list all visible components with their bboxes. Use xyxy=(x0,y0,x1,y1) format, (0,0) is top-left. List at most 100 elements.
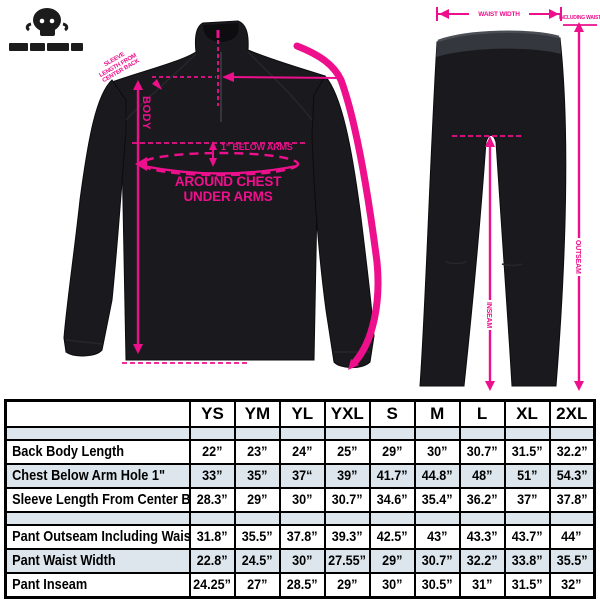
size-chart-table: YS YM YL YXL S M L XL 2XL Back Body Length 22” 23” 2… xyxy=(4,399,596,599)
size-value: 22” xyxy=(189,439,236,465)
spacer-cell xyxy=(4,426,191,441)
size-value: 31” xyxy=(458,572,506,599)
inseam-label: INSEAM xyxy=(485,300,492,331)
outseam-arrow-down xyxy=(574,381,584,391)
size-column-header: S xyxy=(368,399,416,428)
chest-ellipse-arrowhead xyxy=(135,157,147,171)
size-value: 30” xyxy=(368,572,416,599)
size-value: 51” xyxy=(503,463,551,489)
size-value: 22.8” xyxy=(189,548,236,574)
spacer-cell xyxy=(323,426,371,441)
size-value: 39.3” xyxy=(323,524,371,550)
inseam-arrow-up xyxy=(485,136,495,147)
size-value: 30.7” xyxy=(323,487,371,513)
size-value: 32.2” xyxy=(458,548,506,574)
size-value: 33.8” xyxy=(503,548,551,574)
spacer-cell xyxy=(368,426,416,441)
spacer-row xyxy=(4,511,596,526)
size-value: 39” xyxy=(323,463,371,489)
waist-width-label: WAIST WIDTH xyxy=(469,10,529,21)
around-chest-line2: UNDER ARMS xyxy=(183,188,273,204)
jacket-right-sleeve xyxy=(311,75,375,369)
skull-flair xyxy=(25,22,69,32)
spacer-cell xyxy=(413,511,461,526)
body-length-arrow-down xyxy=(133,344,143,354)
brand-logo xyxy=(9,8,83,51)
table-row: Pant Inseam 24.25” 27” 28.5” 29” 30” 30.5” 31” 3… xyxy=(4,572,596,599)
inseam-arrow-down xyxy=(485,381,495,391)
around-chest-label: AROUND CHEST UNDER ARMS xyxy=(155,175,301,203)
size-value: 29” xyxy=(323,572,371,599)
spacer-cell xyxy=(233,426,281,441)
below-arms-arrow-down xyxy=(209,158,217,167)
size-value: 43.7” xyxy=(503,524,551,550)
outseam-label: OUTSEAM xyxy=(574,238,581,276)
size-value: 37” xyxy=(503,487,551,513)
size-column-header: YS xyxy=(189,399,236,428)
size-value: 37“ xyxy=(278,463,326,489)
sleeve-to-center-arrowhead xyxy=(222,72,234,82)
spacer-cell xyxy=(413,426,461,441)
size-value: 24.25” xyxy=(189,572,236,599)
size-value: 30” xyxy=(278,487,326,513)
table-row: Pant Outseam Including Waist 31.8” 35.5” 37… xyxy=(4,524,596,550)
size-value: 29” xyxy=(233,487,281,513)
spacer-cell xyxy=(278,426,326,441)
outseam-arrow-up xyxy=(574,22,584,32)
row-label: Pant Outseam Including Waist xyxy=(4,524,191,550)
row-label: Chest Below Arm Hole 1" xyxy=(4,463,191,489)
size-value: 27.55” xyxy=(323,548,371,574)
size-value: 35.4” xyxy=(413,487,461,513)
skull-eye-left xyxy=(39,18,45,24)
spacer-cell xyxy=(189,426,236,441)
size-value: 42.5” xyxy=(368,524,416,550)
size-column-header: YXL xyxy=(323,399,371,428)
below-arms-label: 1” BELOW ARMS xyxy=(221,142,293,152)
size-value: 43” xyxy=(413,524,461,550)
size-value: 30.7” xyxy=(413,548,461,574)
sleeve-length-arrowhead xyxy=(348,359,359,370)
size-column-header: YM xyxy=(233,399,281,428)
jacket-body xyxy=(111,20,326,361)
brand-wordmark xyxy=(9,43,83,51)
size-value: 30” xyxy=(278,548,326,574)
spacer-cell xyxy=(368,511,416,526)
waist-width-arrow-right xyxy=(549,9,559,19)
skull-icon xyxy=(33,8,61,32)
size-value: 23” xyxy=(233,439,281,465)
size-value: 30.7” xyxy=(458,439,506,465)
size-value: 35.5” xyxy=(548,548,596,574)
spacer-cell xyxy=(503,511,551,526)
table-row: Pant Waist Width 22.8” 24.5” 30” 27.55” 29” 30… xyxy=(4,548,596,574)
size-value: 35.5” xyxy=(233,524,281,550)
size-value: 31.5” xyxy=(503,439,551,465)
size-value: 37.8” xyxy=(548,487,596,513)
chest-ellipse-dashed xyxy=(140,151,300,177)
size-column-header: XL xyxy=(503,399,551,428)
spacer-cell xyxy=(4,511,191,526)
skull-eye-right xyxy=(49,18,55,24)
corner-cell xyxy=(4,399,191,428)
size-value: 27” xyxy=(233,572,281,599)
pants-body xyxy=(419,32,567,387)
sleeve-note-arrowhead xyxy=(152,79,162,90)
size-value: 24.5” xyxy=(233,548,281,574)
spacer-cell xyxy=(548,511,596,526)
table-row: Sleeve Length From Center Back28.3”29”30… xyxy=(4,487,596,513)
size-value: 34.6” xyxy=(368,487,416,513)
size-value: 48” xyxy=(458,463,506,489)
size-value: 31.5” xyxy=(503,572,551,599)
size-value: 29” xyxy=(368,439,416,465)
waist-width-arrow-left xyxy=(439,9,449,19)
spacer-cell xyxy=(323,511,371,526)
size-value: 37.8” xyxy=(278,524,326,550)
body-length-label: BODY xyxy=(140,96,152,130)
size-column-header: 2XL xyxy=(548,399,596,428)
size-value: 31.8” xyxy=(189,524,236,550)
jacket-graphic xyxy=(63,20,375,369)
row-label: Sleeve Length From Center Back xyxy=(4,487,191,513)
size-value: 32.2” xyxy=(548,439,596,465)
table-row: Back Body Length 22” 23” 24” 25” 29” 30” 30.7” 3… xyxy=(4,439,596,465)
